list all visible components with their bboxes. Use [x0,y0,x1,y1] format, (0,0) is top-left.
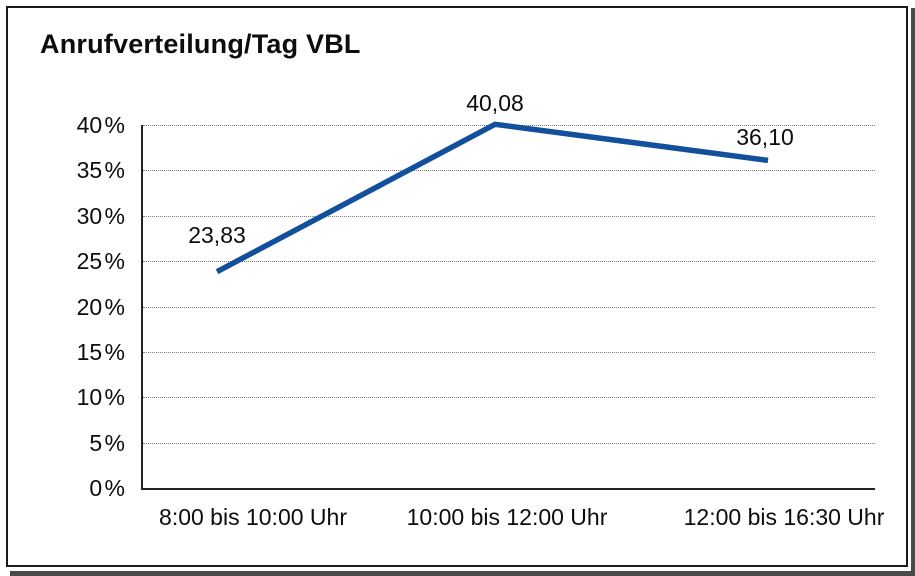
gridline-25 [143,261,875,263]
y-tick-label: 25 % [76,248,125,275]
y-tick-label: 30 % [76,202,125,229]
outer-frame [6,6,908,567]
data-point-label: 40,08 [466,90,524,117]
plot-area [141,125,875,490]
y-tick-label: 10 % [76,384,125,411]
y-tick-label: 15 % [76,338,125,365]
chart-title: Anrufverteilung/Tag VBL [40,29,361,59]
data-point-label: 36,10 [736,124,794,151]
y-tick-label: 40 % [76,112,125,138]
y-tick-label: 0 % [89,475,125,501]
frame-shadow-bottom [10,571,915,576]
gridline-15 [143,351,875,353]
gridline-35 [143,170,875,172]
gridline-10 [143,397,875,399]
gridline-5 [143,442,875,444]
frame-shadow-right [911,8,915,576]
x-tick-label: 12:00 bis 16:30 Uhr [683,504,885,530]
x-tick-label: 10:00 bis 12:00 Uhr [406,504,608,530]
data-point-label: 23,83 [188,221,246,248]
y-tick-label: 20 % [76,293,125,320]
y-tick-label: 35 % [76,157,125,184]
x-tick-label: 8:00 bis 10:00 Uhr [159,504,347,530]
gridline-20 [143,306,875,308]
gridline-30 [143,215,875,217]
y-tick-label: 5 % [89,429,125,456]
